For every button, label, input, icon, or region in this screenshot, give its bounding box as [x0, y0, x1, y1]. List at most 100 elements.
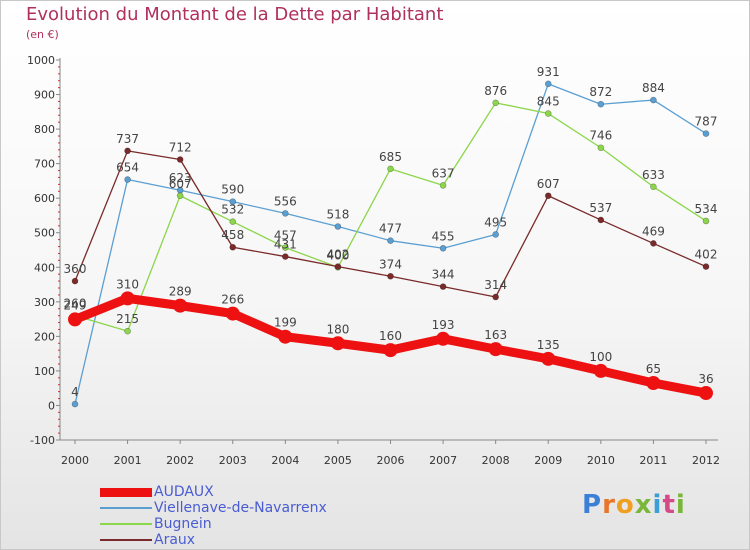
data-label: 249 — [64, 298, 87, 312]
data-label: 400 — [326, 248, 349, 262]
data-label: 607 — [537, 177, 560, 191]
data-point — [173, 298, 188, 313]
data-point — [593, 363, 608, 378]
legend-label: AUDAUX — [154, 484, 214, 500]
data-label: 266 — [221, 293, 244, 307]
data-label: 556 — [274, 194, 297, 208]
legend-swatch — [100, 500, 152, 516]
y-tick-label: -100 — [30, 434, 55, 447]
data-point — [334, 223, 342, 230]
data-point — [439, 244, 447, 252]
x-tick-label: 2001 — [114, 454, 142, 467]
data-label: 289 — [169, 285, 192, 299]
data-point — [541, 351, 556, 366]
data-label: 344 — [432, 268, 455, 282]
data-point — [387, 165, 394, 173]
data-point — [544, 192, 552, 200]
y-tick-label: 300 — [34, 296, 55, 309]
legend-swatch — [100, 484, 152, 500]
data-point — [229, 243, 237, 251]
data-point — [650, 96, 657, 104]
data-point — [71, 400, 79, 408]
data-point — [225, 306, 240, 321]
data-label: 623 — [169, 171, 192, 185]
legend-label: Araux — [154, 532, 196, 548]
data-label: 532 — [221, 203, 244, 217]
data-label: 455 — [432, 229, 455, 243]
data-point — [387, 272, 394, 280]
data-label: 374 — [379, 257, 402, 271]
data-label: 135 — [537, 338, 560, 352]
chart-unit: (en €) — [26, 28, 59, 41]
data-point — [488, 342, 503, 357]
data-point — [68, 312, 82, 327]
data-label: 518 — [326, 208, 349, 222]
data-point — [492, 99, 499, 107]
legend-label: Viellenave-de-Navarrenx — [154, 500, 327, 516]
data-point — [439, 182, 447, 189]
data-label: 163 — [484, 328, 507, 342]
data-label: 712 — [169, 140, 192, 154]
x-tick-label: 2007 — [429, 454, 457, 467]
data-label: 314 — [484, 278, 507, 292]
data-point — [124, 147, 131, 155]
data-label: 469 — [642, 224, 665, 238]
data-point — [492, 231, 499, 238]
data-label: 402 — [326, 248, 349, 262]
logo-letter: o — [615, 490, 635, 520]
data-point — [124, 327, 131, 335]
data-point — [229, 218, 237, 225]
data-label: 685 — [379, 150, 402, 164]
x-tick-label: 2008 — [482, 454, 510, 467]
y-tick-label: 700 — [34, 158, 55, 171]
data-label: 457 — [274, 229, 297, 243]
logo-letter: t — [662, 490, 676, 520]
data-point — [278, 329, 293, 344]
data-label: 65 — [646, 362, 661, 376]
x-tick-label: 2005 — [324, 454, 352, 467]
data-point — [436, 331, 451, 346]
data-point — [650, 183, 657, 191]
data-point — [544, 80, 552, 88]
data-label: 637 — [432, 166, 455, 180]
legend-swatch — [100, 532, 152, 548]
data-point — [334, 263, 342, 270]
y-tick-label: 100 — [34, 365, 55, 378]
data-label: 537 — [589, 201, 612, 215]
data-point — [282, 210, 289, 217]
data-label: 431 — [274, 238, 297, 252]
data-label: 787 — [695, 115, 718, 129]
x-tick-label: 2004 — [271, 454, 299, 467]
data-point — [282, 244, 289, 251]
data-label: 458 — [221, 228, 244, 242]
data-point — [383, 343, 398, 358]
data-label: 607 — [169, 177, 192, 191]
data-label: 160 — [379, 329, 402, 343]
data-label: 931 — [537, 65, 560, 79]
data-label: 360 — [64, 262, 87, 276]
y-tick-label: 800 — [34, 123, 55, 136]
y-tick-label: 1000 — [27, 54, 55, 67]
data-label: 737 — [116, 132, 139, 146]
x-tick-label: 2003 — [219, 454, 247, 467]
data-point — [229, 198, 237, 205]
data-label: 193 — [432, 318, 455, 332]
data-point — [702, 130, 710, 137]
data-point — [282, 253, 289, 260]
data-point — [71, 277, 79, 285]
data-label: 180 — [326, 322, 349, 336]
data-label: 402 — [695, 248, 718, 262]
legend-swatch — [100, 516, 152, 532]
data-label: 633 — [642, 168, 665, 182]
data-point — [439, 283, 447, 290]
x-tick-label: 2011 — [639, 454, 667, 467]
data-label: 215 — [116, 312, 139, 326]
x-tick-label: 2009 — [534, 454, 562, 467]
x-tick-label: 2006 — [377, 454, 405, 467]
data-label: 199 — [274, 316, 297, 330]
data-point — [492, 293, 499, 301]
legend-label: Bugnein — [154, 516, 212, 532]
logo-letter: P — [582, 490, 603, 520]
x-tick-label: 2000 — [61, 454, 89, 467]
